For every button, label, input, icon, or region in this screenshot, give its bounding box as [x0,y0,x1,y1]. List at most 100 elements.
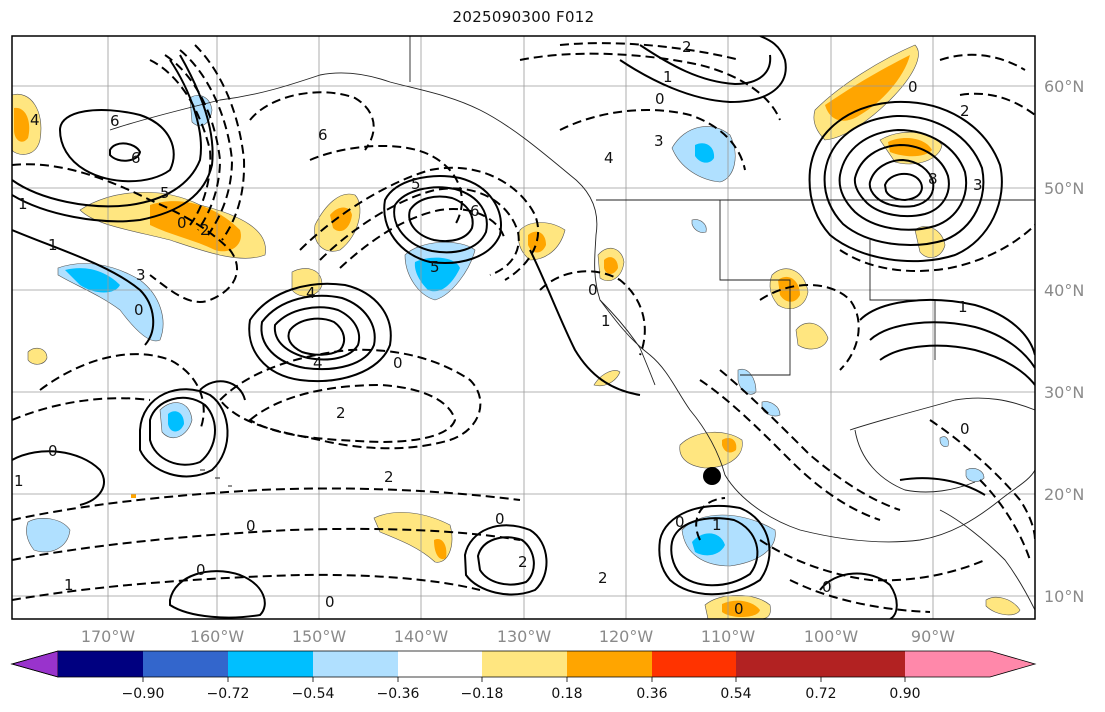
contour-label: 2 [598,569,608,587]
shade-region [373,512,453,563]
contour-label: 0 [908,78,918,96]
lon-label: 160°W [190,627,245,646]
lat-label: 50°N [1044,179,1084,198]
lon-label: 130°W [497,627,552,646]
colorbar-tick: 0.72 [805,686,836,702]
contour-label: 3 [654,132,664,150]
shade-region [14,107,30,142]
contour-label: 2 [200,221,210,239]
contour-label: 5 [160,184,170,202]
lon-label: 150°W [292,627,347,646]
shade-region [722,438,737,453]
contour-label: 5 [430,258,440,276]
contour-label: 6 [470,202,480,220]
shaded-positive-regions [12,44,1021,619]
colorbar-extend-low [10,650,59,678]
colorbar-segment [143,651,228,677]
contour-label: 1 [64,576,74,594]
shade-region [434,539,447,560]
lon-label: 100°W [804,627,859,646]
contour-label: 1 [663,68,673,86]
shade-region [604,257,618,274]
colorbar-tick: −0.36 [377,686,420,702]
shade-region [888,138,932,157]
contour-labels: 6 6 0 2 1 0 3 4 5 0 4 6 0 2 2 1 1 0 0 0 … [14,38,983,618]
location-marker [703,467,721,485]
contour-label: 2 [682,38,692,56]
contour-label: 3 [973,176,983,194]
contour-label: 6 [318,126,328,144]
colorbar-tick: 0.90 [889,686,920,702]
colorbar-segment [58,651,143,677]
shade-region [795,322,829,350]
shade-region [65,268,120,293]
contour-label: 0 [48,442,58,460]
colorbar: −0.90 −0.72 −0.54 −0.36 −0.18 0.18 0.36 … [10,650,1037,702]
longitude-labels: 170°W 160°W 150°W 140°W 130°W 120°W 110°… [81,627,955,646]
shade-region [939,436,949,447]
colorbar-segment [652,651,736,677]
colorbar-tick: −0.72 [207,686,250,702]
colorbar-extend-high [905,651,1035,677]
contour-label: 0 [960,420,970,438]
contour-label: 0 [134,301,144,319]
contour-label: 1 [712,516,722,534]
contour-label: 2 [336,404,346,422]
shade-region [825,55,910,121]
contour-label: 1 [958,298,968,316]
lon-label: 110°W [701,627,756,646]
contour-label: 8 [928,170,938,188]
shade-region [27,347,48,365]
contour-label: 0 [734,600,744,618]
colorbar-tick: 0.18 [551,686,582,702]
contour-label: 0 [495,510,505,528]
colorbar-segment [821,651,905,677]
contour-label: 4 [30,111,40,129]
shade-region [593,370,621,387]
contour-label: 6 [131,149,141,167]
colorbar-segment [228,651,313,677]
contour-label: 0 [655,90,665,108]
lat-label: 60°N [1044,77,1084,96]
lat-label: 40°N [1044,281,1084,300]
colorbar-tick: 0.36 [636,686,667,702]
colorbar-segment [567,651,652,677]
shade-region [150,201,241,252]
lat-label: 20°N [1044,485,1084,504]
contour-label: 6 [110,112,120,130]
lon-label: 170°W [81,627,136,646]
contour-label: 0 [393,354,403,372]
colorbar-tick: −0.18 [461,686,504,702]
colorbar-segment [736,651,821,677]
lon-label: 90°W [911,627,955,646]
positive-contours [12,36,1035,619]
shade-region [414,257,460,292]
shade-region [778,276,800,302]
contour-label: 1 [18,195,28,213]
lat-label: 10°N [1044,587,1084,606]
lon-label: 120°W [599,627,654,646]
graticule [12,36,1035,619]
shade-region [168,411,184,432]
shade-region [695,143,715,163]
map-title: 2025090300 F012 [452,8,595,26]
colorbar-outline [10,650,1037,678]
lat-label: 30°N [1044,383,1084,402]
contour-label: 0 [177,214,187,232]
shade-region [330,207,352,232]
contour-label: 4 [306,284,316,302]
contour-label: 1 [601,312,611,330]
contour-label: 0 [196,561,206,579]
shade-region [26,517,71,553]
lon-label: 140°W [394,627,449,646]
map-frame [11,35,1036,620]
contour-label: 5 [411,175,421,193]
shade-region [914,226,946,258]
contour-label: 0 [675,513,685,531]
contour-label: 1 [14,472,24,490]
colorbar-segment [482,651,567,677]
contour-label: 2 [518,553,528,571]
shade-region [131,494,136,498]
shade-region [722,600,760,618]
shade-region [985,597,1021,616]
